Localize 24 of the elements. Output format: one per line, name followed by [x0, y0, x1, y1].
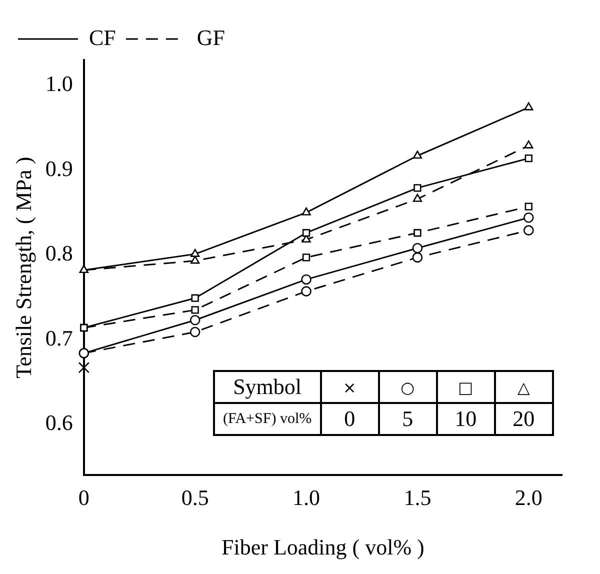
y-tick-label: 0.9: [45, 156, 73, 181]
y-tick-label: 1.0: [45, 71, 73, 96]
x-tick-label: 2.0: [514, 485, 542, 510]
annotation: △: [494, 371, 553, 403]
y-tick-label: 0.6: [45, 410, 73, 436]
y-tick-label: 0.8: [45, 240, 73, 266]
annotation: 5: [378, 403, 437, 435]
x-axis-title: Fiber Loading ( vol% ): [222, 534, 424, 560]
annotation: (FA+SF) vol%: [214, 403, 321, 435]
annotation: 10: [436, 403, 495, 435]
annotation: 20: [494, 403, 553, 435]
annotation: ○: [378, 371, 437, 403]
annotation: □: [436, 371, 495, 403]
x-tick-label: 1.0: [292, 485, 320, 510]
x-tick-label: 1.5: [404, 485, 432, 510]
legend-label: GF: [196, 24, 226, 50]
annotation: ×: [320, 371, 379, 403]
y-tick-label: 0.7: [45, 325, 73, 350]
x-tick-label: 0.5: [181, 485, 209, 510]
legend-label: CF: [89, 24, 116, 50]
x-tick-label: 0: [78, 485, 90, 510]
annotation: 0: [320, 403, 379, 435]
annotation: Symbol: [214, 371, 321, 403]
y-axis-title: Tensile Strength, ( MPa ): [10, 156, 36, 378]
